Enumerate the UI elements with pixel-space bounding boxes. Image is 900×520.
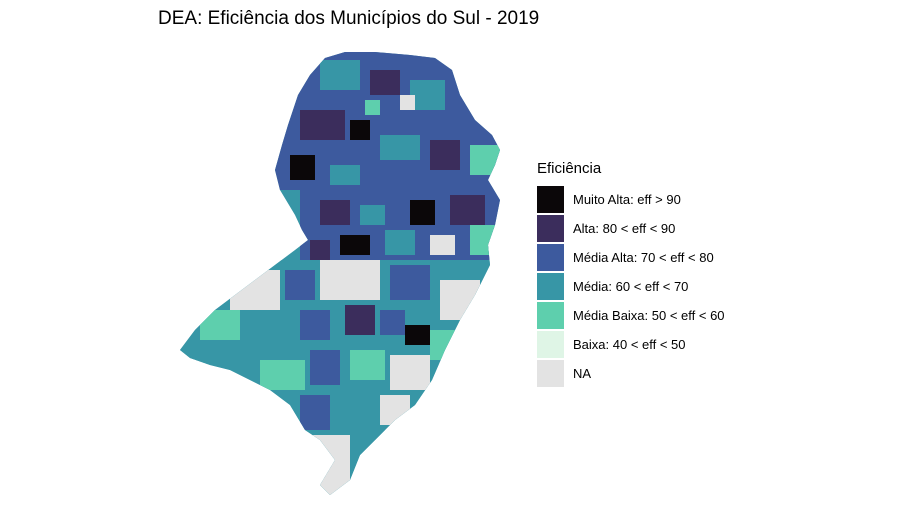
map-title: DEA: Eficiência dos Municípios do Sul - …	[158, 8, 540, 29]
legend-label: Média Alta: 70 < eff < 80	[573, 250, 714, 265]
legend: Eficiência Muito Alta: eff > 90 Alta: 80…	[537, 160, 725, 388]
legend-swatch	[537, 302, 564, 329]
legend-swatch	[537, 331, 564, 358]
legend-swatch	[537, 186, 564, 213]
legend-item-media-alta: Média Alta: 70 < eff < 80	[537, 243, 725, 272]
legend-item-alta: Alta: 80 < eff < 90	[537, 214, 725, 243]
legend-label: Média: 60 < eff < 70	[573, 279, 689, 294]
legend-label: Muito Alta: eff > 90	[573, 192, 681, 207]
legend-label: NA	[573, 366, 592, 381]
legend-item-baixa: Baixa: 40 < eff < 50	[537, 330, 725, 359]
legend-item-media-baixa: Média Baixa: 50 < eff < 60	[537, 301, 725, 330]
legend-label: Alta: 80 < eff < 90	[573, 221, 676, 236]
legend-label: Média Baixa: 50 < eff < 60	[573, 308, 725, 323]
choropleth-map	[180, 52, 500, 495]
legend-item-muito-alta: Muito Alta: eff > 90	[537, 185, 725, 214]
map-region-layer	[180, 52, 500, 495]
legend-title: Eficiência	[537, 160, 602, 177]
legend-swatch	[537, 273, 564, 300]
legend-swatch	[537, 360, 564, 387]
legend-item-na: NA	[537, 359, 725, 388]
legend-swatch	[537, 215, 564, 242]
legend-item-media: Média: 60 < eff < 70	[537, 272, 725, 301]
legend-swatch	[537, 244, 564, 271]
legend-label: Baixa: 40 < eff < 50	[573, 337, 686, 352]
